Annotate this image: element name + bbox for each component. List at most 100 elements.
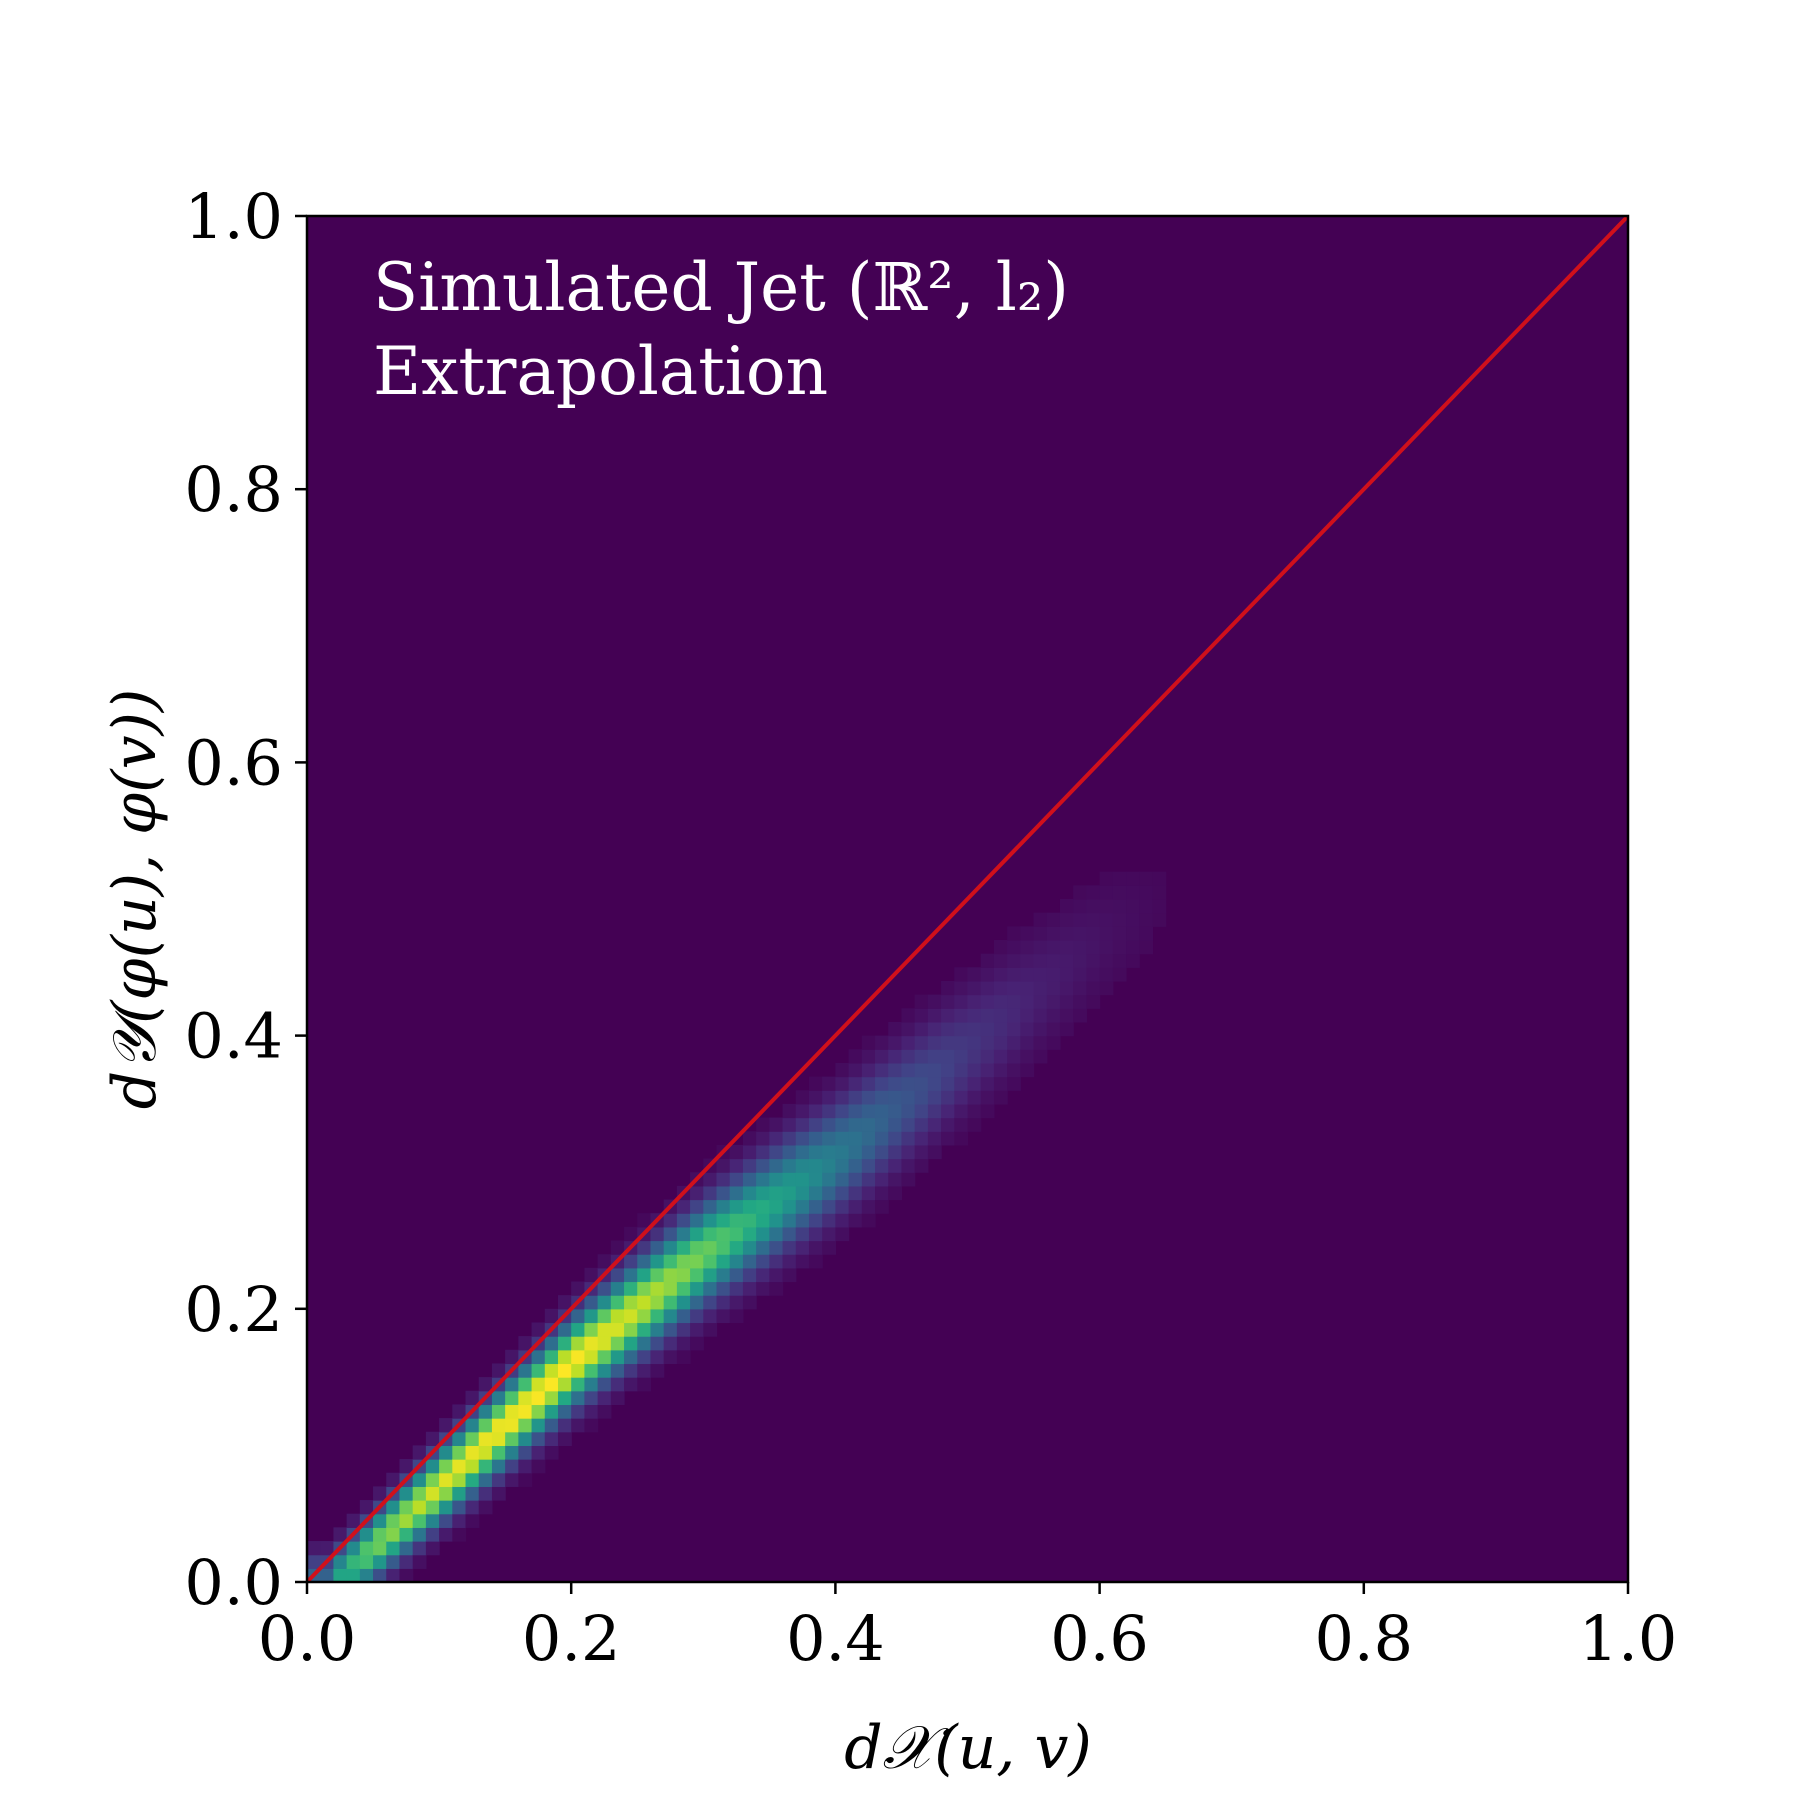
heatmap-cell [769,1199,784,1214]
heatmap-cell [716,1158,731,1173]
heatmap-cell [425,1472,440,1487]
heatmap-cell [795,1254,810,1269]
heatmap-cell [742,1213,757,1228]
heatmap-cell [941,994,955,1009]
heatmap-cell [782,1226,797,1242]
heatmap-cell [742,1131,757,1146]
heatmap-cell [1099,885,1114,900]
heatmap-cell [1099,939,1114,955]
heatmap-cell [465,1486,480,1501]
heatmap-cell [927,1049,942,1064]
heatmap-cell [1046,1035,1061,1050]
heatmap-cell [1033,953,1048,968]
heatmap-cell [452,1486,467,1501]
heatmap-cell [597,1349,612,1365]
heatmap-cell [439,1527,453,1542]
heatmap-cell [954,1103,969,1119]
heatmap-cell [491,1431,506,1446]
heatmap-cell [359,1554,374,1569]
heatmap-cell [716,1254,731,1269]
heatmap-cell [742,1172,757,1187]
heatmap-cell [782,1103,797,1119]
heatmap-cell [914,1158,929,1173]
heatmap-cell [491,1404,506,1419]
heatmap-cell [1086,953,1101,968]
heatmap-cell [795,1172,810,1187]
heatmap-cell [676,1322,691,1337]
heatmap-cell [557,1377,572,1392]
heatmap-cell [1059,967,1074,982]
heatmap-cell [425,1431,440,1446]
heatmap-cell [571,1322,586,1337]
heatmap-cell [399,1459,414,1474]
heatmap-cell [346,1554,361,1569]
heatmap-cell [676,1254,691,1269]
heatmap-cell [1020,939,1035,955]
heatmap-cell [782,1199,797,1214]
heatmap-cell [412,1500,427,1515]
heatmap-cell [914,1035,929,1050]
heatmap-cell [716,1267,731,1283]
heatmap-cell [848,1117,863,1132]
heatmap-cell [597,1363,612,1378]
heatmap-cell [861,1076,876,1091]
heatmap-cell [782,1185,797,1201]
heatmap-cell [993,1062,1008,1078]
heatmap-cell [808,1240,823,1255]
heatmap-cell [848,1049,863,1064]
heatmap-cell [690,1199,704,1214]
heatmap-cell [1033,1021,1048,1037]
heatmap-cell [875,1131,889,1146]
heatmap-cell [624,1295,638,1310]
identity-reference-line [307,216,1628,1582]
heatmap-cell [1073,899,1087,914]
heatmap-cell [941,1090,955,1105]
heatmap-cell [663,1254,678,1269]
heatmap-cell [676,1226,691,1242]
heatmap-cell [1126,899,1140,914]
heatmap-cell [452,1431,467,1446]
heatmap-cell [954,1021,969,1037]
heatmap-cell [782,1158,797,1173]
heatmap-cell [954,994,969,1009]
heatmap-cell [597,1322,612,1337]
heatmap-cell [742,1240,757,1255]
heatmap-cell [742,1199,757,1214]
heatmap-cell [505,1459,519,1474]
heatmap-cell [320,1568,335,1582]
heatmap-cell [795,1185,810,1201]
heatmap-cell [848,1172,863,1187]
heatmap-cell [1059,1008,1074,1023]
heatmap-cell [465,1472,480,1487]
y-tick-label: 1.0 [184,180,283,253]
heatmap-cell [478,1377,493,1392]
heatmap-cell [584,1322,599,1337]
heatmap-cell [531,1445,546,1460]
heatmap-cell [386,1500,401,1515]
heatmap-cell [822,1117,836,1132]
x-axis-label: d𝒳(u, v) [844,1713,1092,1783]
heatmap-cell [782,1267,797,1283]
heatmap-cell [848,1144,863,1160]
heatmap-cell [782,1131,797,1146]
heatmap-cell [597,1308,612,1324]
heatmap-cell [1126,939,1140,955]
heatmap-cell [848,1213,863,1228]
heatmap-cell [491,1486,506,1501]
heatmap-cell [452,1459,467,1474]
heatmap-cell [729,1254,744,1269]
heatmap-cell [888,1035,903,1050]
heatmap-cell [624,1254,638,1269]
heatmap-cell [808,1185,823,1201]
heatmap-cell [742,1185,757,1201]
heatmap-cell [941,1131,955,1146]
heatmap-cell [835,1076,850,1091]
heatmap-cell [425,1541,440,1556]
x-tick-label: 0.6 [1050,1602,1149,1675]
heatmap-cell [769,1158,784,1173]
heatmap-cell [386,1554,401,1569]
heatmap-cell [333,1527,348,1542]
heatmap-cell [822,1226,836,1242]
heatmap-cell [531,1377,546,1392]
heatmap-cell [1152,871,1167,886]
